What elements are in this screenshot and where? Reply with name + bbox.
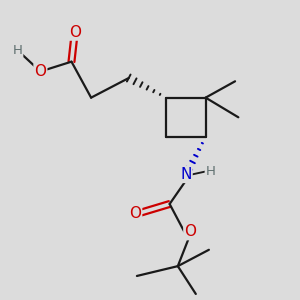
Text: H: H	[206, 165, 215, 178]
Text: H: H	[13, 44, 22, 57]
Text: N: N	[180, 167, 192, 182]
Text: O: O	[129, 206, 141, 221]
Text: O: O	[34, 64, 46, 79]
Text: O: O	[184, 224, 196, 239]
Text: O: O	[69, 25, 81, 40]
